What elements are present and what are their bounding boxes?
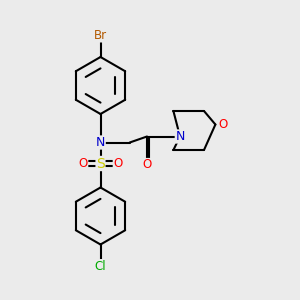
Text: O: O xyxy=(113,157,122,170)
Text: N: N xyxy=(96,136,105,149)
Text: O: O xyxy=(79,157,88,170)
Text: Br: Br xyxy=(94,29,107,42)
Text: Cl: Cl xyxy=(95,260,106,273)
Text: O: O xyxy=(142,158,152,172)
Text: N: N xyxy=(175,130,185,143)
Text: S: S xyxy=(96,157,105,170)
Text: O: O xyxy=(218,118,227,131)
